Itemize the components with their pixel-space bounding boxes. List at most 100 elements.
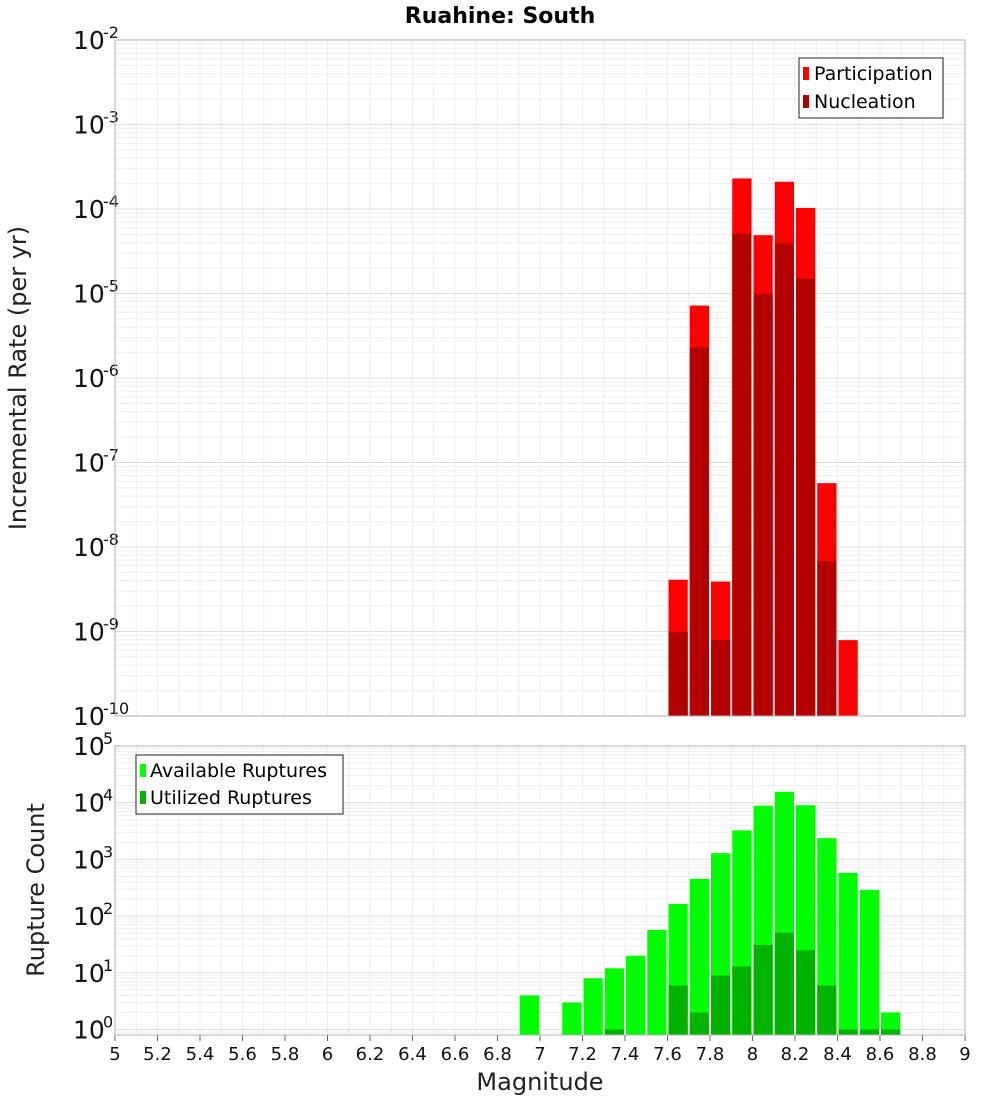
y-tick-label: 10 — [73, 902, 105, 931]
y-tick-label: 10 — [73, 702, 105, 731]
y-tick-exponent: 4 — [103, 786, 113, 805]
x-axis-ticks: 5 5.2 5.4 5.6 5.8 6 6.2 6.4 6.6 6.8 7 7.2 7.4 7.6 7.8 8… — [109, 1035, 971, 1065]
nucleation-bar — [753, 293, 773, 716]
plot-border — [114, 745, 966, 1036]
x-tick-label: 8 — [747, 1044, 758, 1065]
utilized-ruptures-bar — [796, 950, 816, 1035]
y-tick-label: 10 — [73, 280, 105, 309]
x-tick-label: 6.4 — [398, 1044, 427, 1065]
y-tick-label: 10 — [73, 959, 105, 988]
available-ruptures-bar — [838, 872, 858, 1035]
utilized-ruptures-bar — [668, 985, 688, 1035]
available-ruptures-bar — [881, 1012, 901, 1035]
available-ruptures-bar — [647, 929, 667, 1035]
x-tick-label: 7 — [534, 1044, 545, 1065]
x-tick-label: 8.6 — [866, 1044, 895, 1065]
utilized-ruptures-bar — [711, 975, 731, 1035]
utilized-ruptures-bar — [817, 985, 837, 1035]
y-tick-label: 10 — [73, 845, 105, 874]
x-tick-label: 7.2 — [568, 1044, 597, 1065]
utilized-ruptures-legend-label: Utilized Ruptures — [150, 787, 312, 809]
rate-legend-box — [798, 57, 944, 119]
available-ruptures-bar — [604, 968, 624, 1035]
x-tick-label: 6.6 — [441, 1044, 470, 1065]
utilized-ruptures-bar — [881, 1029, 901, 1035]
nucleation-swatch — [803, 95, 809, 108]
available-ruptures-bar — [562, 1002, 582, 1035]
x-tick-label: 8.2 — [781, 1044, 810, 1065]
x-tick-label: 8.4 — [823, 1044, 852, 1065]
available-ruptures-bar — [583, 978, 603, 1035]
x-tick-label: 5.4 — [186, 1044, 215, 1065]
plot-border — [114, 39, 966, 717]
y-tick-exponent: -6 — [103, 361, 119, 380]
y-tick-label: 10 — [73, 364, 105, 393]
nucleation-bar — [668, 632, 688, 716]
y-tick-exponent: 0 — [103, 1013, 113, 1032]
count-legend: Available Ruptures Utilized Ruptures — [135, 754, 344, 815]
x-tick-label: 5.2 — [143, 1044, 172, 1065]
utilized-ruptures-bar — [859, 1029, 879, 1035]
available-ruptures-bar — [859, 889, 879, 1035]
chart-title: Ruahine: South — [405, 4, 596, 29]
rate-bars — [668, 178, 858, 717]
y-tick-label: 10 — [73, 618, 105, 647]
utilized-ruptures-swatch — [140, 791, 146, 804]
x-tick-label: 8.8 — [908, 1044, 937, 1065]
participation-legend-label: Participation — [814, 63, 933, 85]
y-tick-exponent: -7 — [103, 446, 119, 465]
available-ruptures-bar — [519, 995, 539, 1035]
y-tick-label: 10 — [73, 449, 105, 478]
x-tick-label: 6.8 — [483, 1044, 512, 1065]
y-tick-exponent: -10 — [103, 699, 129, 718]
y-tick-exponent: -5 — [103, 277, 119, 296]
y-tick-label: 10 — [73, 195, 105, 224]
y-tick-label: 10 — [73, 533, 105, 562]
available-ruptures-bar — [626, 955, 646, 1035]
utilized-ruptures-bar — [838, 1029, 858, 1035]
available-ruptures-bar — [689, 878, 709, 1035]
y-tick-exponent: 2 — [103, 899, 113, 918]
y-tick-exponent: 1 — [103, 956, 113, 975]
rate-y-axis-label: Incremental Rate (per yr) — [4, 226, 32, 530]
nucleation-bar — [711, 640, 731, 716]
y-tick-exponent: -4 — [103, 192, 119, 211]
utilized-ruptures-bar — [753, 944, 773, 1035]
y-tick-label: 10 — [73, 26, 105, 55]
x-tick-label: 6 — [322, 1044, 333, 1065]
y-tick-label: 10 — [73, 111, 105, 140]
utilized-ruptures-bar — [604, 1029, 624, 1035]
x-tick-label: 5.6 — [228, 1044, 257, 1065]
y-tick-exponent: -9 — [103, 615, 119, 634]
participation-bar — [838, 640, 858, 716]
utilized-ruptures-bar — [689, 1012, 709, 1035]
available-ruptures-swatch — [140, 764, 146, 777]
participation-swatch — [803, 67, 809, 80]
x-tick-label: 6.2 — [356, 1044, 385, 1065]
y-tick-exponent: 3 — [103, 842, 113, 861]
x-axis-label: Magnitude — [476, 1068, 603, 1096]
x-tick-label: 7.6 — [653, 1044, 682, 1065]
y-tick-exponent: 5 — [103, 729, 113, 748]
nucleation-bar — [774, 243, 794, 716]
rate-gridlines — [114, 40, 966, 717]
y-tick-label: 10 — [73, 1016, 105, 1045]
utilized-ruptures-bar — [732, 966, 752, 1035]
x-tick-label: 5.8 — [271, 1044, 300, 1065]
x-tick-label: 9 — [959, 1044, 970, 1065]
x-tick-label: 5 — [109, 1044, 120, 1065]
y-tick-exponent: -8 — [103, 530, 119, 549]
rate-legend: Participation Nucleation — [798, 57, 944, 119]
count-y-axis-label: Rupture Count — [22, 803, 50, 977]
count-legend-box — [135, 754, 344, 815]
nucleation-bar — [817, 561, 837, 716]
y-tick-label: 10 — [73, 789, 105, 818]
y-tick-exponent: -2 — [103, 23, 119, 42]
x-tick-label: 7.4 — [611, 1044, 640, 1065]
nucleation-bar — [732, 233, 752, 716]
count-bars — [519, 791, 901, 1035]
